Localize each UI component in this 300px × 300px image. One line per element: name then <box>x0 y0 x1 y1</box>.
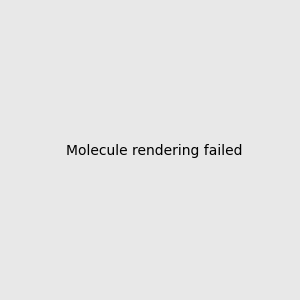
Text: Molecule rendering failed: Molecule rendering failed <box>65 145 242 158</box>
